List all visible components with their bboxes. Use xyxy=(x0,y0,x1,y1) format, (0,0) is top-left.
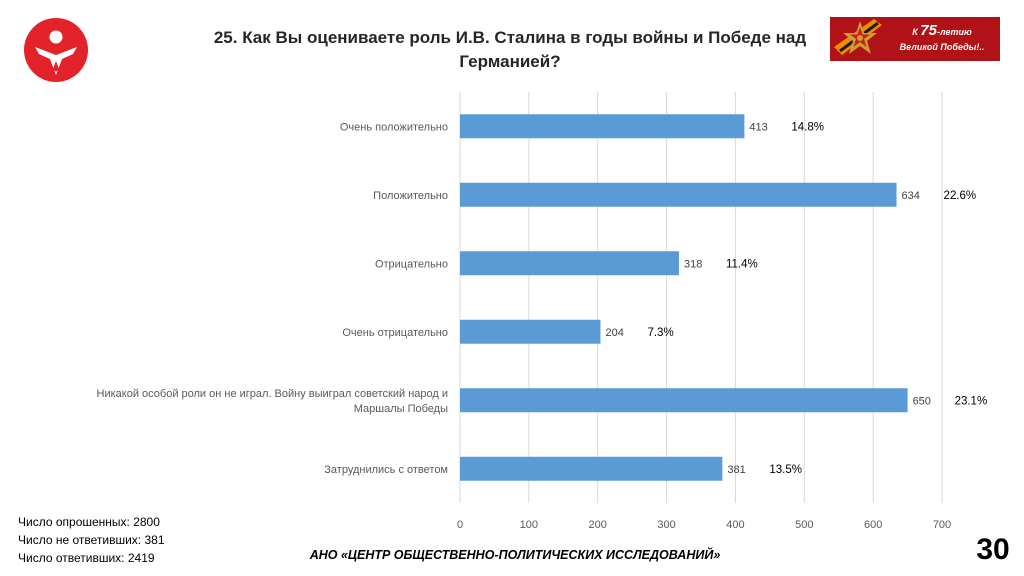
bar xyxy=(460,456,723,481)
percent-label: 14.8% xyxy=(791,121,824,133)
category-label: Никакой особой роли он не играл. Войну в… xyxy=(97,388,448,400)
not-answered-count: Число не ответивших: 381 xyxy=(18,533,165,547)
respondent-stats: Число опрошенных: 2800 Число не ответивш… xyxy=(18,513,165,567)
category-label: Очень положительно xyxy=(340,121,448,133)
percent-label: 22.6% xyxy=(944,190,977,202)
bars xyxy=(460,114,908,481)
x-tick-label: 200 xyxy=(589,519,607,531)
x-tick-label: 700 xyxy=(933,519,951,531)
x-tick-label: 300 xyxy=(657,519,675,531)
x-tick-label: 500 xyxy=(795,519,813,531)
gridlines xyxy=(459,92,943,503)
x-tick-label: 100 xyxy=(520,519,538,531)
labels: 0 100 200 300 400 500 600 700 Очень положительно… xyxy=(97,121,988,531)
value-label: 204 xyxy=(605,327,623,339)
page-number: 30 xyxy=(976,533,1010,566)
percent-label: 13.5% xyxy=(769,464,802,476)
order-star-icon xyxy=(834,19,882,55)
victory-anniversary-banner: К 75-летию Великой Победы!.. xyxy=(830,17,1000,61)
chart-title: 25. Как Вы оцениваете роль И.В. Сталина … xyxy=(213,28,807,71)
organization-logo xyxy=(24,18,88,82)
value-label: 381 xyxy=(727,464,745,476)
bar xyxy=(460,114,745,139)
x-tick-label: 600 xyxy=(864,519,882,531)
category-label: Затруднились с ответом xyxy=(324,464,448,476)
bar xyxy=(460,251,679,276)
percent-label: 11.4% xyxy=(726,258,758,270)
value-label: 413 xyxy=(749,121,767,133)
x-tick-label: 400 xyxy=(726,519,744,531)
value-label: 650 xyxy=(913,395,931,407)
category-label: Маршалы Победы xyxy=(354,403,448,415)
bar xyxy=(460,319,601,344)
bar xyxy=(460,182,897,207)
surveyed-count: Число опрошенных: 2800 xyxy=(18,515,160,529)
banner-text: К 75-летию Великой Победы!.. xyxy=(899,22,985,52)
percent-label: 23.1% xyxy=(955,395,988,407)
x-tick-label: 0 xyxy=(457,519,463,531)
bar xyxy=(460,388,908,413)
percent-label: 7.3% xyxy=(647,327,673,339)
category-label: Положительно xyxy=(373,190,448,202)
value-label: 318 xyxy=(684,258,702,270)
answered-count: Число ответивших: 2419 xyxy=(18,551,155,565)
value-label: 634 xyxy=(902,190,920,202)
organization-footer: АНО «ЦЕНТР ОБЩЕСТВЕННО-ПОЛИТИЧЕСКИХ ИССЛ… xyxy=(309,548,721,562)
logo-circle-icon xyxy=(24,18,88,82)
category-label: Очень отрицательно xyxy=(342,327,448,339)
logo-head-icon xyxy=(49,30,63,44)
category-label: Отрицательно xyxy=(375,258,448,270)
